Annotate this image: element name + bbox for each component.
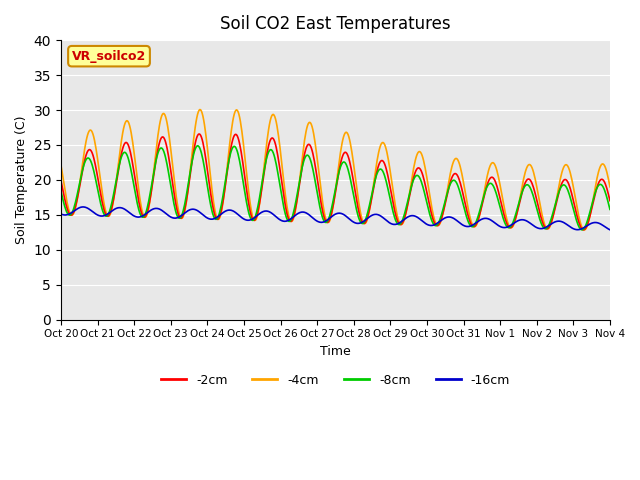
Title: Soil CO2 East Temperatures: Soil CO2 East Temperatures	[220, 15, 451, 33]
Y-axis label: Soil Temperature (C): Soil Temperature (C)	[15, 116, 28, 244]
X-axis label: Time: Time	[320, 345, 351, 358]
Legend: -2cm, -4cm, -8cm, -16cm: -2cm, -4cm, -8cm, -16cm	[156, 369, 515, 392]
Text: VR_soilco2: VR_soilco2	[72, 50, 146, 63]
